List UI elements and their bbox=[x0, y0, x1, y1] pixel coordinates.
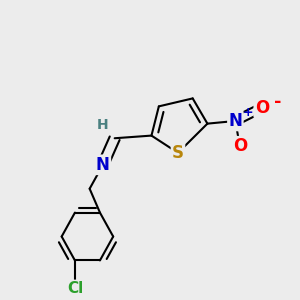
Text: H: H bbox=[97, 118, 109, 133]
Text: -: - bbox=[274, 93, 282, 111]
Text: O: O bbox=[255, 99, 269, 117]
Text: Cl: Cl bbox=[67, 281, 83, 296]
Text: S: S bbox=[172, 144, 184, 162]
Text: N: N bbox=[229, 112, 242, 130]
Text: O: O bbox=[233, 137, 247, 155]
Text: N: N bbox=[96, 156, 110, 174]
Text: +: + bbox=[242, 106, 253, 119]
